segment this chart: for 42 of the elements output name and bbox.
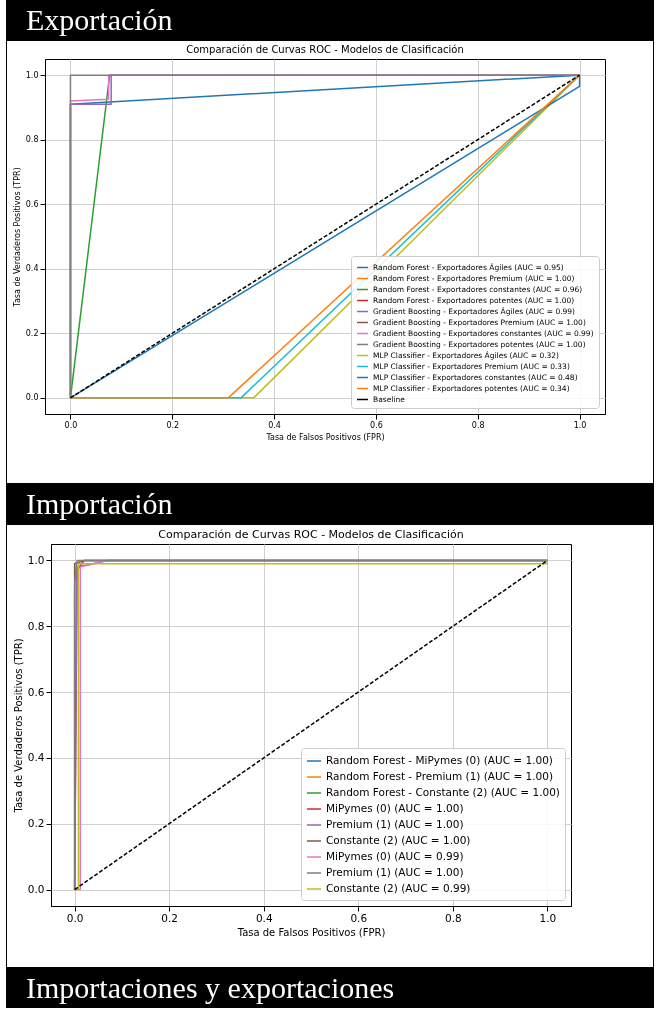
x-tick-label: 0.4 — [255, 911, 273, 924]
y-axis-title: Tasa de Verdaderos Positivos (TPR) — [12, 167, 22, 308]
y-axis-title: Tasa de Verdaderos Positivos (TPR) — [12, 638, 24, 814]
chart-subtitle: Comparación de Curvas ROC - Modelos de Clasificación — [158, 528, 464, 541]
chart-title: Importación — [6, 484, 654, 524]
legend-label: Premium (1) (AUC = 1.00) — [326, 818, 464, 830]
y-tick-label: 1.0 — [27, 553, 45, 566]
x-tick-label: 1.0 — [573, 420, 587, 430]
y-tick-label: 0.0 — [25, 393, 39, 403]
y-tick-label: 0.0 — [27, 883, 45, 896]
y-tick-label: 0.8 — [27, 619, 45, 632]
x-tick-label: 0.0 — [64, 420, 78, 430]
x-axis-title: Tasa de Falsos Positivos (FPR) — [265, 432, 385, 442]
legend-label: Random Forest - Constante (2) (AUC = 1.00) — [326, 786, 560, 798]
x-tick-label: 0.6 — [370, 420, 383, 430]
y-tick-label: 0.8 — [25, 135, 39, 145]
y-tick-label: 0.4 — [25, 264, 39, 274]
x-tick-label: 0.0 — [66, 911, 84, 924]
x-tick-label: 0.4 — [268, 420, 281, 430]
y-tick-label: 0.4 — [27, 751, 45, 764]
chart-subtitle: Comparación de Curvas ROC - Modelos de Clasificación — [186, 44, 464, 55]
x-tick-label: 0.2 — [161, 911, 179, 924]
legend-label: MiPymes (0) (AUC = 0.99) — [326, 850, 464, 862]
chart-title: Exportación — [6, 0, 654, 40]
legend-label: Premium (1) (AUC = 1.00) — [326, 866, 464, 878]
text: Importaciones y exportaciones — [6, 968, 654, 1008]
y-tick-label: 0.6 — [27, 685, 45, 698]
legend-label: MiPymes (0) (AUC = 1.00) — [326, 802, 464, 814]
x-tick-label: 1.0 — [539, 911, 557, 924]
y-tick-label: 1.0 — [25, 70, 39, 80]
legend-label: Constante (2) (AUC = 0.99) — [326, 882, 471, 894]
y-tick-label: 0.2 — [25, 328, 39, 338]
legend-label: Constante (2) (AUC = 1.00) — [326, 834, 471, 846]
x-tick-label: 0.8 — [471, 420, 485, 430]
y-tick-label: 0.2 — [27, 817, 45, 830]
x-tick-label: 0.2 — [166, 420, 180, 430]
x-tick-label: 0.6 — [350, 911, 368, 924]
legend-label: Random Forest - MiPymes (0) (AUC = 1.00) — [326, 754, 553, 766]
x-tick-label: 0.8 — [444, 911, 462, 924]
y-tick-label: 0.6 — [25, 199, 39, 209]
legend-label: Random Forest - Premium (1) (AUC = 1.00) — [326, 770, 554, 782]
x-axis-title: Tasa de Falsos Positivos (FPR) — [236, 927, 386, 938]
